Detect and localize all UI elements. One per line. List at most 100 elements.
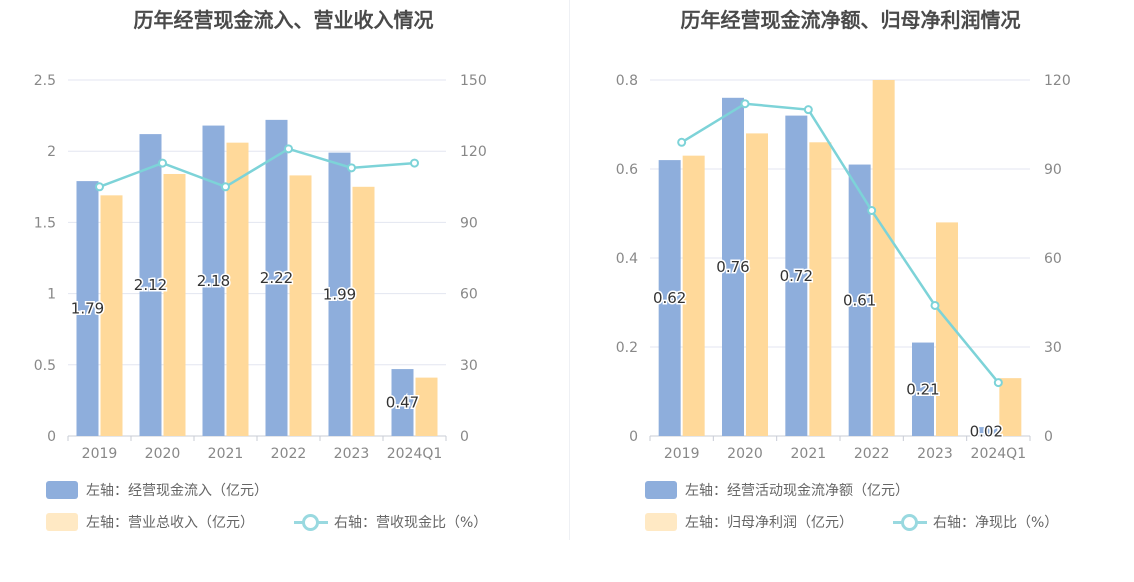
y-tick-label-right: 150	[460, 73, 487, 89]
y-tick-label-right: 120	[460, 144, 487, 160]
legend-item-line[interactable]: 右轴：净现比（%）	[893, 512, 1058, 532]
y-tick-label-right: 0	[1044, 429, 1053, 445]
y-tick-label-right: 120	[1044, 73, 1071, 89]
bar-secondary	[746, 133, 768, 436]
data-label: 1.79	[71, 300, 104, 318]
y-tick-label-left: 2	[47, 144, 56, 160]
legend-label: 右轴：净现比（%）	[933, 515, 1059, 531]
bar-primary	[139, 134, 162, 436]
legend-item-line[interactable]: 右轴：营收现金比（%）	[294, 512, 487, 532]
y-tick-label-right: 60	[460, 287, 478, 303]
bar-secondary	[999, 378, 1022, 436]
bar-secondary	[936, 222, 958, 436]
bar-primary	[76, 181, 99, 436]
data-label: 0.21	[906, 380, 939, 398]
chart-title: 历年经营现金流入、营业收入情况	[133, 8, 434, 32]
legend-swatch	[645, 513, 677, 531]
y-tick-label-left: 0.6	[616, 162, 638, 178]
line-series	[99, 147, 415, 189]
legend-line-swatch	[294, 513, 328, 531]
y-tick-label-right: 60	[1044, 251, 1062, 267]
data-label: 0.72	[780, 267, 813, 285]
chart-plot-net-cash: 0 0.2 0.4 0.6 0.8 0 30 60 90 120 2019 2020 2021 2022 2…	[616, 73, 1071, 462]
bar-primary	[912, 342, 934, 436]
y-tick-label-left: 0.8	[616, 73, 638, 89]
bar-secondary	[872, 80, 895, 436]
line-point	[410, 158, 419, 168]
bar-secondary	[163, 173, 186, 436]
line-point	[95, 182, 104, 192]
y-tick-label-left: 0.4	[616, 251, 638, 267]
line-point	[347, 163, 356, 173]
x-tick-label: 2019	[82, 446, 118, 462]
legend-label: 右轴：营收现金比（%）	[334, 515, 488, 531]
y-tick-label-left: 1.5	[34, 215, 56, 231]
bar-secondary	[809, 142, 832, 437]
chart-panel-net-cash: 历年经营现金流净额、归母净利润情况 0 0.2 0.4 0.6 0.8 0 30 60 90 12…	[567, 0, 1134, 582]
data-label: 1.99	[323, 285, 356, 303]
x-tick-label: 2022	[854, 446, 890, 462]
legend-swatch	[46, 513, 78, 531]
chart-panel-cash-inflow: 历年经营现金流入、营业收入情况 0 0.5 1 1.5 2 2.5 0 30 60 90 120 15…	[34, 8, 487, 532]
y-tick-label-right: 30	[1044, 340, 1062, 356]
x-tick-label: 2019	[664, 446, 700, 462]
y-tick-label-left: 0	[47, 429, 56, 445]
x-tick-label: 2021	[208, 446, 244, 462]
legend-label: 左轴：经营活动现金流净额（亿元）	[685, 483, 909, 499]
bar-primary	[658, 160, 681, 436]
data-label: 2.18	[197, 272, 230, 290]
data-label: 0.47	[386, 394, 419, 412]
y-tick-label-right: 90	[1044, 162, 1062, 178]
x-tick-label: 2024Q1	[387, 446, 443, 462]
line-point	[677, 137, 687, 147]
bar-secondary	[415, 377, 438, 436]
y-tick-label-right: 30	[460, 358, 478, 374]
line-point	[221, 182, 230, 192]
panel-divider	[569, 0, 570, 540]
x-tick-label: 2024Q1	[971, 446, 1027, 462]
legend-line-swatch	[893, 513, 927, 531]
x-tick-label: 2020	[727, 446, 763, 462]
bar-primary	[848, 164, 871, 437]
x-tick-label: 2023	[334, 446, 370, 462]
chart-plot-cash-inflow: 0 0.5 1 1.5 2 2.5 0 30 60 90 120 150 2019 2020 2021 202…	[34, 73, 487, 462]
x-tick-label: 2023	[917, 446, 953, 462]
line-point	[803, 105, 813, 115]
bar-primary	[975, 427, 998, 436]
chart-title: 历年经营现金流净额、归母净利润情况	[680, 8, 1021, 32]
legend-label: 左轴：经营现金流入（亿元）	[86, 483, 268, 499]
legend-item-bar-primary[interactable]: 左轴：经营现金流入（亿元）	[46, 480, 268, 500]
bar-primary	[328, 152, 351, 436]
data-label: 0.76	[716, 258, 749, 276]
line-point	[930, 300, 940, 310]
y-tick-label-right: 90	[460, 215, 478, 231]
bar-secondary	[100, 195, 123, 436]
y-tick-label-left: 0.5	[34, 358, 56, 374]
y-tick-label-left: 2.5	[34, 73, 56, 89]
legend-item-bar-secondary[interactable]: 左轴：归母净利润（亿元）	[645, 512, 853, 532]
data-label: 2.12	[134, 276, 167, 294]
legend-swatch	[645, 481, 677, 499]
x-tick-label: 2021	[791, 446, 827, 462]
x-tick-label: 2022	[271, 446, 307, 462]
y-tick-label-left: 0	[629, 429, 638, 445]
legend-label: 左轴：营业总收入（亿元）	[86, 515, 254, 531]
data-label: 0.62	[653, 289, 686, 307]
bar-secondary	[289, 175, 312, 436]
data-label: 2.22	[260, 269, 293, 287]
line-point	[284, 144, 293, 154]
line-series	[681, 102, 1000, 384]
legend-item-bar-secondary[interactable]: 左轴：营业总收入（亿元）	[46, 512, 254, 532]
data-label: 0.02	[970, 423, 1003, 441]
line-point	[993, 378, 1003, 388]
bar-primary	[722, 97, 744, 437]
bar-secondary	[226, 142, 249, 436]
legend-item-bar-primary[interactable]: 左轴：经营活动现金流净额（亿元）	[645, 480, 909, 500]
bar-primary	[391, 369, 414, 436]
legend-swatch	[46, 481, 78, 499]
y-tick-label-left: 1	[47, 287, 56, 303]
x-tick-label: 2020	[145, 446, 181, 462]
legend-label: 左轴：归母净利润（亿元）	[685, 515, 853, 531]
line-point	[867, 206, 877, 216]
bar-primary	[785, 115, 808, 436]
